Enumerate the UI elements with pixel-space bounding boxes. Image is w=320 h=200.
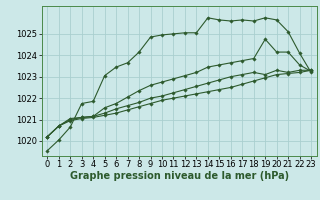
X-axis label: Graphe pression niveau de la mer (hPa): Graphe pression niveau de la mer (hPa) (70, 171, 289, 181)
